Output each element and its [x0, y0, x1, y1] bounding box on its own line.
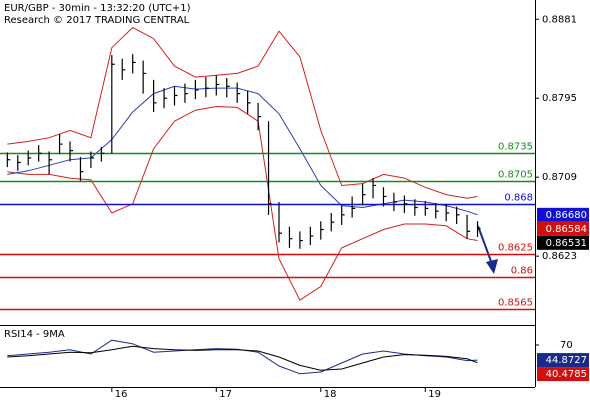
rsi-badge-box — [537, 367, 589, 382]
chart-title: EUR/GBP - 30min - 13:32:20 (UTC+1) — [4, 3, 191, 14]
rsi-badge: 40.4785 — [546, 369, 587, 380]
level-label: 0.86 — [511, 266, 533, 277]
x-tick-label: 17 — [219, 389, 232, 400]
level-label: 0.8705 — [498, 170, 533, 181]
level-label: 0.8565 — [498, 298, 533, 309]
x-tick-label: 18 — [324, 389, 337, 400]
level-label: 0.8625 — [498, 243, 533, 254]
level-label: 0.868 — [504, 193, 533, 204]
rsi-line — [7, 345, 478, 371]
overlay-line — [7, 105, 478, 301]
price-badge-box — [537, 221, 589, 236]
chart-subtitle: Research © 2017 TRADING CENTRAL — [4, 15, 190, 26]
price-badge-box — [537, 235, 589, 250]
overlay-line — [7, 26, 478, 199]
rsi-title: RSI14 - 9MA — [4, 329, 65, 340]
y-tick-label: 0.8623 — [542, 251, 577, 262]
price-badge: 0.86680 — [546, 210, 587, 221]
price-badge: 0.86584 — [546, 224, 587, 235]
y-tick-label: 70 — [560, 340, 573, 351]
y-tick-label: 0.8881 — [542, 14, 577, 25]
forecast-arrow — [477, 225, 498, 274]
level-label: 0.8735 — [498, 142, 533, 153]
y-tick-label: 0.8709 — [542, 172, 577, 183]
x-tick-label: 19 — [428, 389, 441, 400]
overlay-line — [7, 85, 478, 216]
x-tick-label: 16 — [115, 389, 128, 400]
rsi-badge-box — [537, 353, 589, 368]
y-tick-label: 0.8795 — [542, 93, 577, 104]
price-badge-box — [537, 207, 589, 222]
price-badge: 0.86531 — [546, 238, 587, 249]
rsi-badge: 44.8727 — [546, 355, 587, 366]
